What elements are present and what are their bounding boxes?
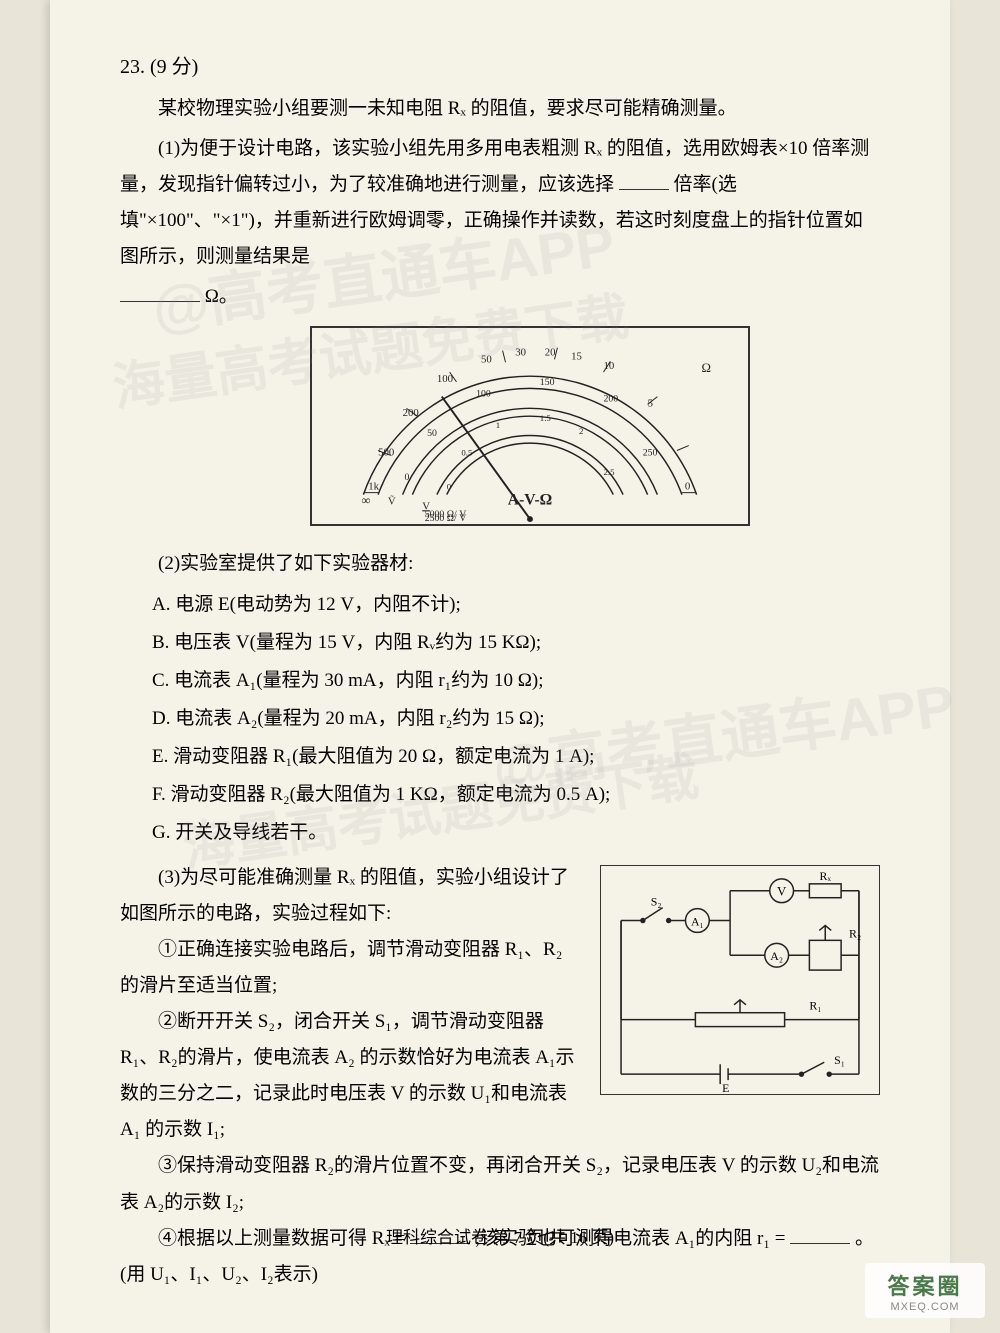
instrument-item: C. 电流表 A₁(量程为 30 mA，内阻 r₁约为 10 Ω); xyxy=(152,662,880,700)
svg-text:Ω: Ω xyxy=(702,361,711,375)
step2: ②断开开关 S₂，闭合开关 S₁，调节滑动变阻器 R₁、R₂的滑片，使电流表 A… xyxy=(120,1004,585,1148)
svg-text:500: 500 xyxy=(378,446,394,458)
question-part1: (1)为便于设计电路，该实验小组先用多用电表粗测 Rₓ 的阻值，选用欧姆表×10… xyxy=(120,131,880,275)
instrument-item: G. 开关及导线若干。 xyxy=(152,814,880,852)
svg-text:0: 0 xyxy=(405,471,410,482)
meter-container: 1k 500 200 100 50 30 20 15 10 5 0 0 50 1… xyxy=(180,326,880,526)
step1: ①正确连接实验电路后，调节滑动变阻器 R₁、R₂ 的滑片至适当位置; xyxy=(120,932,585,1004)
part1-unit-line: Ω。 xyxy=(120,279,880,315)
svg-text:A₂: A₂ xyxy=(770,949,783,963)
svg-text:100: 100 xyxy=(476,388,491,399)
blank-multiplier xyxy=(619,171,669,190)
svg-text:150: 150 xyxy=(540,376,555,387)
svg-text:E: E xyxy=(722,1081,729,1095)
instrument-item: F. 滑动变阻器 R₂(最大阻值为 1 KΩ，额定电流为 0.5 A); xyxy=(152,776,880,814)
instrument-item: D. 电流表 A₂(量程为 20 mA，内阻 r₂约为 15 Ω); xyxy=(152,700,880,738)
svg-text:20: 20 xyxy=(545,346,556,358)
svg-text:1k: 1k xyxy=(368,480,379,492)
corner-logo: 答案圈 MXEQ.COM xyxy=(865,1263,985,1318)
svg-text:R₂: R₂ xyxy=(849,926,861,940)
question-number: 23. (9 分) xyxy=(120,50,880,79)
svg-text:0: 0 xyxy=(685,480,690,492)
blank-result xyxy=(120,283,200,302)
svg-text:1: 1 xyxy=(496,420,500,430)
svg-text:50: 50 xyxy=(481,353,492,365)
svg-text:2500 Ω/ V: 2500 Ω/ V xyxy=(425,513,467,524)
exam-page: @高考直通车APP 海量高考试题免费下载 @高考直通车APP 海量高考试题免费下… xyxy=(50,0,950,1333)
part2-intro: (2)实验室提供了如下实验器材: xyxy=(120,546,880,582)
svg-text:2: 2 xyxy=(579,425,583,435)
svg-text:2.5: 2.5 xyxy=(604,467,616,477)
svg-text:0.5: 0.5 xyxy=(461,447,473,457)
part1-unit: Ω。 xyxy=(205,286,238,307)
svg-text:∞: ∞ xyxy=(361,493,370,507)
svg-text:Rₓ: Rₓ xyxy=(820,869,832,883)
svg-text:A₁: A₁ xyxy=(691,914,704,928)
svg-text:15: 15 xyxy=(571,350,582,362)
circuit-section: (3)为尽可能准确测量 Rₓ 的阻值，实验小组设计了如图所示的电路，实验过程如下… xyxy=(120,860,880,1149)
circuit-text-block: (3)为尽可能准确测量 Rₓ 的阻值，实验小组设计了如图所示的电路，实验过程如下… xyxy=(120,860,585,1149)
svg-text:S₁: S₁ xyxy=(834,1053,845,1067)
part3-intro: (3)为尽可能准确测量 Rₓ 的阻值，实验小组设计了如图所示的电路，实验过程如下… xyxy=(120,860,585,932)
logo-text-big: 答案圈 xyxy=(887,1269,962,1301)
svg-text:1.5: 1.5 xyxy=(540,413,552,423)
svg-text:V: V xyxy=(777,884,787,898)
svg-text:Ṽ: Ṽ xyxy=(388,495,396,507)
svg-text:100: 100 xyxy=(437,372,453,384)
svg-text:A-V-Ω: A-V-Ω xyxy=(508,491,552,508)
svg-text:200: 200 xyxy=(403,407,419,419)
svg-text:30: 30 xyxy=(515,346,526,358)
logo-text-small: MXEQ.COM xyxy=(890,1301,959,1313)
circuit-diagram: V Rₓ S₂ A₁ A₂ R₂ R₁ S₁ E xyxy=(600,865,880,1095)
instrument-list: A. 电源 E(电动势为 12 V，内阻不计); B. 电压表 V(量程为 15… xyxy=(152,586,880,852)
step3: ③保持滑动变阻器 R₂的滑片位置不变，再闭合开关 S₂，记录电压表 V 的示数 … xyxy=(120,1148,880,1220)
svg-text:S₂: S₂ xyxy=(651,894,662,908)
multimeter-dial: 1k 500 200 100 50 30 20 15 10 5 0 0 50 1… xyxy=(310,326,750,526)
page-footer: 理科综合试卷 第 7 页(共 16 页) xyxy=(50,1223,950,1248)
instrument-item: A. 电源 E(电动势为 12 V，内阻不计); xyxy=(152,586,880,624)
part1-text-a: (1)为便于设计电路，该实验小组先用多用电表粗测 Rₓ 的阻值，选用欧姆表×10… xyxy=(120,138,869,195)
instrument-item: E. 滑动变阻器 R₁(最大阻值为 20 Ω，额定电流为 1 A); xyxy=(152,738,880,776)
instrument-item: B. 电压表 V(量程为 15 V，内阻 Rᵥ约为 15 KΩ); xyxy=(152,624,880,662)
svg-text:200: 200 xyxy=(604,393,619,404)
svg-text:50: 50 xyxy=(427,427,437,438)
svg-text:0: 0 xyxy=(447,481,452,491)
svg-text:R₁: R₁ xyxy=(809,998,821,1012)
svg-text:250: 250 xyxy=(643,447,658,458)
question-intro: 某校物理实验小组要测一未知电阻 Rₓ 的阻值，要求尽可能精确测量。 xyxy=(120,91,880,127)
